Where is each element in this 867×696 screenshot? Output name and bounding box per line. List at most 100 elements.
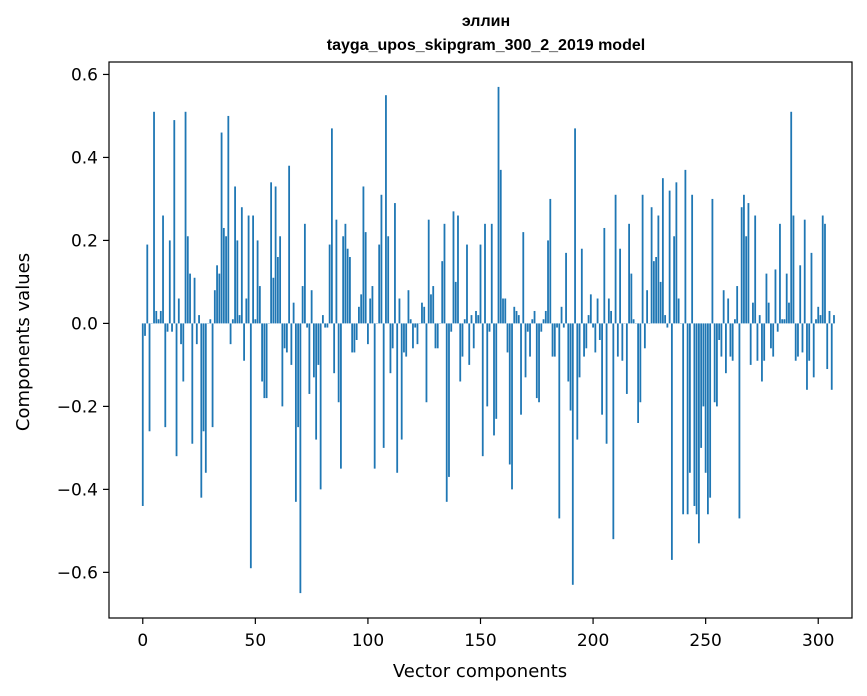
bar xyxy=(731,323,734,361)
bar xyxy=(340,323,342,469)
bar xyxy=(328,244,331,324)
bar xyxy=(556,323,558,328)
bar xyxy=(558,323,561,519)
bar xyxy=(195,323,198,345)
bar xyxy=(144,323,146,336)
bar xyxy=(407,290,410,324)
bar xyxy=(454,281,457,324)
bar xyxy=(704,323,707,473)
bar xyxy=(236,240,239,324)
bar xyxy=(409,319,412,324)
bar xyxy=(637,323,640,423)
x-tick-label: 200 xyxy=(577,631,609,651)
bar xyxy=(470,315,473,324)
bar xyxy=(783,319,786,324)
bar xyxy=(466,244,468,324)
bar xyxy=(270,182,273,324)
bar xyxy=(380,194,383,324)
bar xyxy=(312,323,315,378)
x-tick-label: 0 xyxy=(137,631,148,651)
bar xyxy=(677,298,680,324)
bar xyxy=(202,323,205,432)
bar xyxy=(209,319,212,324)
bar xyxy=(184,111,187,324)
bar xyxy=(461,323,464,357)
bar xyxy=(303,223,306,324)
bar xyxy=(484,223,486,324)
bar xyxy=(261,323,263,382)
bar xyxy=(173,120,176,324)
bar xyxy=(601,323,603,415)
x-axis: 0 50 100 150 200 250 300 xyxy=(137,618,834,651)
bar xyxy=(565,252,567,324)
bar xyxy=(738,323,741,519)
bar xyxy=(141,323,144,506)
bar xyxy=(659,281,662,324)
bar xyxy=(529,323,531,357)
bar xyxy=(542,319,545,324)
bar xyxy=(432,286,435,324)
bar xyxy=(331,128,333,324)
bar xyxy=(373,323,376,469)
bar xyxy=(274,186,277,324)
bar xyxy=(493,323,495,436)
bar xyxy=(423,306,426,324)
bar xyxy=(792,215,795,324)
bar xyxy=(240,207,243,324)
bar xyxy=(481,323,484,457)
bar xyxy=(333,323,336,374)
x-tick-label: 300 xyxy=(802,631,834,651)
bar xyxy=(265,323,268,399)
bar xyxy=(346,248,349,324)
bar xyxy=(211,323,214,428)
bar xyxy=(828,310,831,324)
bar xyxy=(686,323,689,515)
bar xyxy=(826,323,829,370)
bar xyxy=(562,323,565,328)
bar xyxy=(299,323,302,594)
bar xyxy=(698,323,700,544)
bar xyxy=(616,323,619,357)
bar xyxy=(655,257,658,324)
bar xyxy=(781,319,784,324)
bar xyxy=(396,323,399,473)
bar-series xyxy=(141,86,835,594)
bar xyxy=(700,323,703,448)
bar xyxy=(441,261,444,324)
bar xyxy=(157,319,160,324)
bar xyxy=(711,198,714,324)
bar xyxy=(765,273,768,324)
bar xyxy=(335,219,338,324)
x-tick-label: 100 xyxy=(352,631,384,651)
bar xyxy=(707,323,709,515)
bar xyxy=(310,290,313,324)
x-tick-label: 150 xyxy=(464,631,496,651)
bar xyxy=(364,232,367,324)
bar xyxy=(812,323,815,378)
bar xyxy=(391,323,394,349)
bar xyxy=(321,315,324,324)
y-axis: −0.6 −0.4 −0.2 0.0 0.2 0.4 0.6 xyxy=(57,65,109,583)
bar xyxy=(718,323,721,340)
bar xyxy=(220,132,223,324)
bar xyxy=(200,323,203,498)
bar xyxy=(833,315,835,324)
chart-title-line1: эллин xyxy=(462,13,510,30)
bar xyxy=(675,182,678,324)
bar xyxy=(272,277,275,324)
bar xyxy=(243,323,245,361)
bar xyxy=(538,323,540,403)
bar xyxy=(508,323,511,465)
bar xyxy=(515,310,518,324)
bar xyxy=(159,310,162,324)
bar xyxy=(263,323,266,399)
bar xyxy=(774,269,777,324)
bar xyxy=(414,323,417,328)
bar xyxy=(502,298,504,324)
bar xyxy=(427,219,430,324)
bar xyxy=(666,323,669,328)
bar xyxy=(517,315,520,324)
bar xyxy=(531,319,534,324)
bar xyxy=(177,298,180,324)
y-tick-label: 0.2 xyxy=(71,231,98,251)
